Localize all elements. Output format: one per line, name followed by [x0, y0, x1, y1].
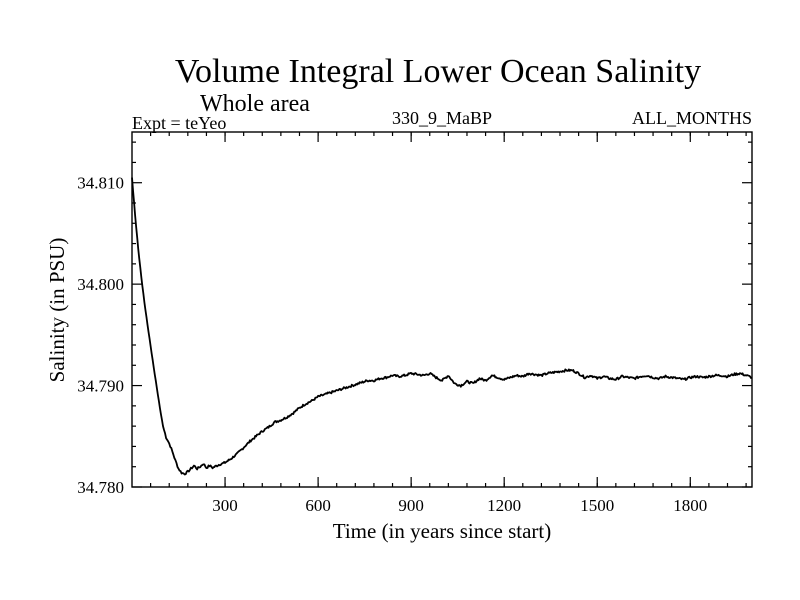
- chart-subtitle: Whole area: [200, 91, 310, 117]
- run-label: 330_9_MaBP: [392, 108, 492, 128]
- plot-area-frame: [131, 131, 753, 488]
- period-label: ALL_MONTHS: [632, 108, 752, 128]
- x-tick-label: 1500: [580, 496, 614, 515]
- experiment-label: Expt = teYeo: [132, 113, 226, 133]
- x-tick-label: 1200: [487, 496, 521, 515]
- chart-title: Volume Integral Lower Ocean Salinity: [175, 53, 701, 90]
- y-axis-label: Salinity (in PSU): [45, 238, 69, 383]
- y-tick-label: 34.790: [77, 377, 124, 396]
- x-tick-label: 1800: [673, 496, 707, 515]
- salinity-series-line: [131, 177, 753, 476]
- axis-tick-labels: 300 600 900 1200 1500 1800 34.780 34.790 34.800 3…: [77, 174, 707, 515]
- x-axis-label: Time (in years since start): [333, 519, 552, 543]
- x-tick-label: 600: [305, 496, 331, 515]
- y-tick-label: 34.810: [77, 174, 124, 193]
- y-tick-label: 34.800: [77, 275, 124, 294]
- y-tick-label: 34.780: [77, 478, 124, 497]
- x-tick-label: 300: [212, 496, 238, 515]
- x-tick-label: 900: [398, 496, 424, 515]
